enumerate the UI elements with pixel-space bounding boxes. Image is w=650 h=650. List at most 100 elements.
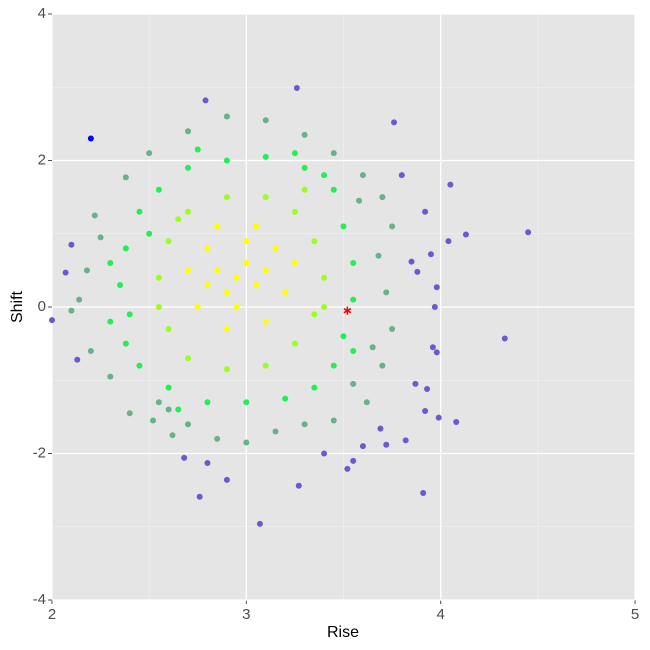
point bbox=[262, 153, 269, 160]
point bbox=[185, 164, 192, 171]
point bbox=[350, 457, 357, 464]
point bbox=[185, 421, 192, 428]
point bbox=[223, 476, 230, 483]
point bbox=[359, 172, 366, 179]
point bbox=[330, 186, 337, 193]
point bbox=[155, 186, 162, 193]
point bbox=[256, 520, 263, 527]
point bbox=[330, 417, 337, 424]
point bbox=[340, 333, 347, 340]
point bbox=[525, 229, 532, 236]
point bbox=[204, 282, 211, 289]
point bbox=[379, 362, 386, 369]
point bbox=[272, 245, 279, 252]
point bbox=[321, 304, 328, 310]
point bbox=[49, 317, 55, 324]
point bbox=[433, 284, 440, 291]
point bbox=[223, 325, 230, 332]
point bbox=[350, 260, 357, 267]
point bbox=[181, 454, 188, 461]
point bbox=[311, 238, 318, 245]
point bbox=[330, 362, 337, 369]
point bbox=[122, 245, 129, 252]
point bbox=[169, 432, 176, 439]
point bbox=[375, 252, 382, 259]
point bbox=[204, 399, 211, 406]
point bbox=[501, 335, 508, 342]
point bbox=[301, 421, 308, 428]
point bbox=[117, 282, 124, 289]
point bbox=[223, 366, 230, 373]
x-tick-label: 3 bbox=[242, 606, 250, 623]
point bbox=[383, 289, 390, 296]
point bbox=[243, 260, 250, 267]
point bbox=[301, 131, 308, 138]
point bbox=[414, 268, 421, 275]
y-axis-title: Shift bbox=[9, 290, 26, 323]
point bbox=[420, 490, 427, 497]
point bbox=[291, 260, 298, 267]
point bbox=[146, 230, 153, 237]
point bbox=[321, 172, 328, 179]
point bbox=[282, 395, 289, 402]
point bbox=[291, 340, 298, 347]
point bbox=[343, 306, 352, 315]
point bbox=[126, 311, 133, 318]
point bbox=[185, 267, 192, 274]
point bbox=[155, 304, 162, 310]
point bbox=[330, 150, 337, 157]
point bbox=[233, 304, 240, 310]
point bbox=[87, 135, 94, 142]
point bbox=[321, 450, 328, 457]
point bbox=[76, 296, 83, 303]
point bbox=[165, 325, 172, 332]
point bbox=[402, 437, 409, 444]
point bbox=[223, 157, 230, 164]
point bbox=[311, 384, 318, 391]
point bbox=[435, 414, 442, 421]
x-tick-label: 2 bbox=[48, 606, 56, 623]
point bbox=[272, 428, 279, 435]
point bbox=[107, 318, 114, 325]
x-axis-title: Rise bbox=[327, 624, 359, 641]
point bbox=[389, 223, 396, 230]
point bbox=[91, 212, 98, 219]
point bbox=[350, 296, 357, 303]
point bbox=[74, 356, 81, 363]
point bbox=[291, 150, 298, 157]
point bbox=[122, 174, 129, 181]
point bbox=[447, 181, 454, 188]
point bbox=[293, 84, 300, 91]
point bbox=[301, 164, 308, 171]
point bbox=[204, 460, 211, 467]
point bbox=[175, 406, 182, 413]
point bbox=[175, 216, 182, 223]
point bbox=[359, 443, 366, 450]
point bbox=[165, 384, 172, 391]
point bbox=[185, 355, 192, 362]
point bbox=[214, 223, 221, 230]
point bbox=[165, 406, 172, 413]
point bbox=[383, 441, 390, 448]
point bbox=[243, 399, 250, 406]
point bbox=[214, 267, 221, 274]
point bbox=[422, 208, 429, 215]
point bbox=[369, 344, 376, 351]
point bbox=[391, 119, 398, 126]
point bbox=[301, 186, 308, 193]
point bbox=[223, 289, 230, 296]
y-tick-label: 0 bbox=[38, 298, 46, 315]
point bbox=[262, 267, 269, 274]
point bbox=[262, 117, 269, 124]
point bbox=[243, 439, 250, 446]
point bbox=[412, 380, 419, 387]
y-tick-label: 4 bbox=[38, 5, 46, 22]
point bbox=[282, 289, 289, 296]
point bbox=[340, 223, 347, 230]
point bbox=[453, 419, 460, 426]
point bbox=[223, 194, 230, 201]
point bbox=[204, 245, 211, 252]
point bbox=[350, 347, 357, 354]
